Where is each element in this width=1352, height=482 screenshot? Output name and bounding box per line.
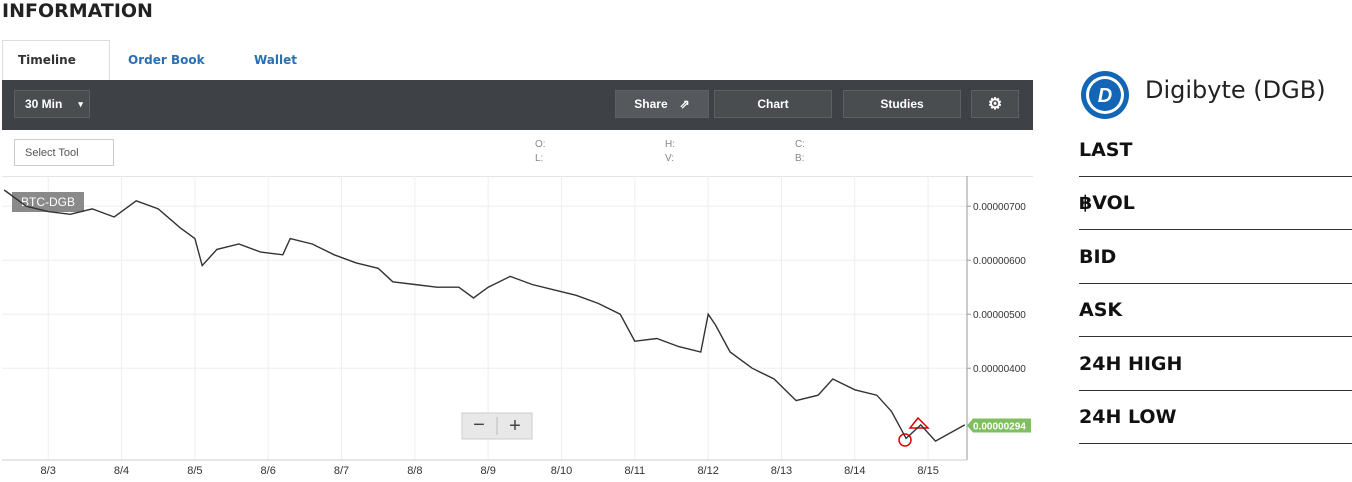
share-button[interactable]: Share ⇗ — [615, 90, 709, 118]
settings-button[interactable]: ⚙ — [971, 90, 1019, 118]
price-line — [3, 189, 966, 442]
symbol: BTC-DGB — [21, 195, 75, 209]
chart-button[interactable]: Chart — [714, 90, 832, 118]
studies-button[interactable]: Studies — [843, 90, 961, 118]
svg-text:−: − — [473, 414, 485, 436]
y-tick-label: 0.00000500 — [973, 310, 1026, 321]
x-tick-label: 8/4 — [114, 465, 129, 477]
stat-row: 24H LOW — [1079, 391, 1352, 444]
tab[interactable]: Timeline — [18, 53, 76, 67]
last-price-label: 0.00000294 — [973, 421, 1026, 432]
annotation — [898, 416, 930, 447]
x-tick-label: 8/3 — [41, 465, 56, 477]
tab[interactable]: Wallet — [254, 53, 298, 67]
stat-row: 24H HIGH — [1079, 338, 1352, 391]
y-tick-label: 0.00000700 — [973, 202, 1026, 213]
chart: BTC-DGB − + 0.00000700 0.00000600 0.000005… — [2, 176, 1031, 477]
ohlc-label: O: — [535, 139, 546, 150]
svg-text:+: + — [509, 415, 521, 437]
x-tick-label: 8/13 — [771, 465, 792, 477]
last-price-tag — [967, 418, 1031, 433]
x-tick-label: 8/5 — [187, 465, 202, 477]
active-tab[interactable] — [2, 40, 110, 80]
x-tick-label: 8/14 — [844, 465, 865, 477]
x-tick-label: 8/9 — [481, 465, 496, 477]
stat-row: BID — [1079, 231, 1352, 284]
stat-row: LAST — [1079, 124, 1352, 177]
y-tick-label: 0.00000400 — [973, 364, 1026, 375]
zoom-control[interactable]: − + — [461, 412, 533, 440]
tab[interactable]: Order Book — [128, 53, 205, 67]
select-tool[interactable]: Select Tool — [14, 139, 114, 166]
tool-row — [2, 130, 1033, 177]
x-tick-label: 8/11 — [625, 465, 646, 477]
x-tick-label: 8/8 — [407, 465, 422, 477]
y-tick-label: 0.00000600 — [973, 256, 1026, 267]
chart: Chart — [757, 97, 789, 111]
logo: D — [1081, 71, 1129, 119]
x-tick-label: 8/10 — [551, 465, 572, 477]
x-tick-label: 8/6 — [261, 465, 276, 477]
interval-button[interactable]: 30 Min ▾ — [14, 90, 90, 118]
stat-row: ASK — [1079, 284, 1352, 337]
ohlc-label: H: — [665, 139, 675, 150]
coin-title: Digibyte (DGB) — [1145, 76, 1326, 104]
share: Share — [634, 97, 668, 111]
ohlc-label: B: — [795, 153, 805, 164]
x-tick-label: 8/15 — [917, 465, 938, 477]
studies: Studies — [880, 97, 924, 111]
stat-row: ฿VOL — [1079, 177, 1352, 230]
x-tick-label: 8/12 — [697, 465, 718, 477]
ohlc-label: V: — [665, 153, 675, 164]
ohlc-label: L: — [535, 153, 544, 164]
x-tick-label: 8/7 — [334, 465, 349, 477]
svg-text:D: D — [1098, 85, 1112, 107]
ohlc-label: C: — [795, 139, 805, 150]
interval: 30 Min — [25, 97, 63, 111]
section-title: INFORMATION — [2, 0, 153, 22]
